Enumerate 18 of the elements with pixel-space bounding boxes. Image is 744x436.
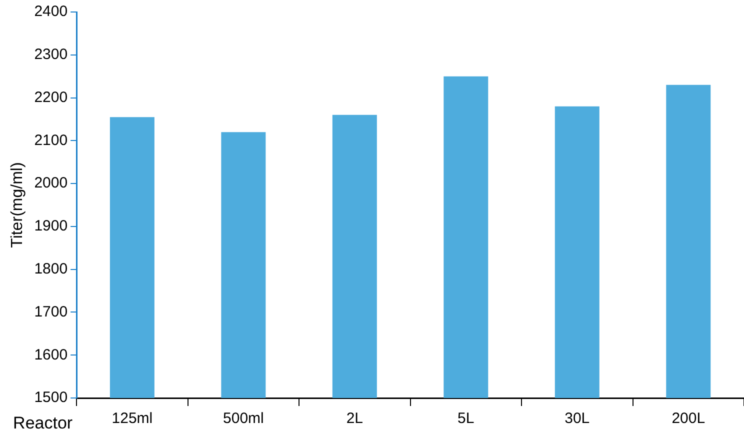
y-tick-label: 1800 [34,260,68,278]
y-tick-label: 1900 [34,218,68,235]
y-axis-title: Titer(mg/ml) [9,162,26,248]
y-tick-label: 1700 [34,303,68,320]
y-tick-label: 2300 [34,46,68,64]
y-tick-label: 2100 [34,132,68,149]
y-tick-label: 2200 [34,88,68,106]
x-tick-label: 500ml [222,410,264,428]
y-tick-label: 2000 [34,174,68,192]
y-tick-label: 1500 [34,389,68,406]
y-tick-label: 1600 [34,346,68,364]
x-tick-label: 125ml [112,410,153,428]
x-tick-label: 30L [564,410,590,428]
x-axis-title: Reactor [13,414,73,433]
y-tick-label: 2400 [34,3,68,20]
x-tick-label: 2L [346,410,364,428]
x-tick-label: 5L [458,410,474,428]
x-tick-label: 200L [672,410,706,428]
